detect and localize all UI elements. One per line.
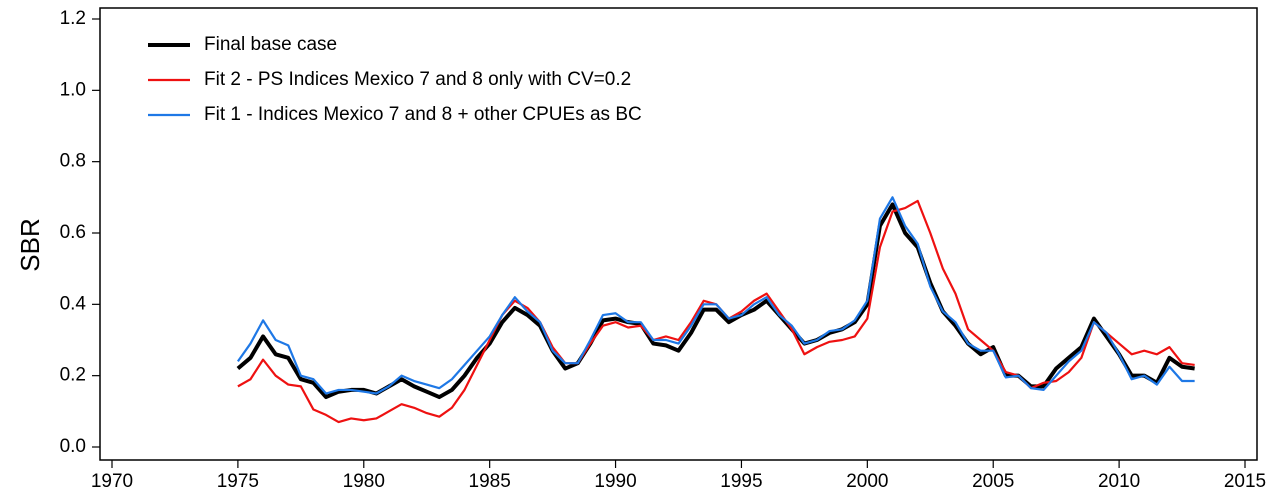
- x-tick-label: 1970: [91, 471, 133, 492]
- legend-label: Fit 1 - Indices Mexico 7 and 8 + other C…: [204, 104, 642, 125]
- series-line: [236, 202, 1195, 400]
- y-tick-label: 0.2: [60, 365, 86, 386]
- y-tick-label: 0.6: [60, 222, 86, 243]
- y-tick-label: 1.0: [60, 79, 86, 100]
- plot-frame: [99, 7, 1258, 461]
- x-tick-label: 1985: [469, 471, 511, 492]
- series-line: [236, 196, 1195, 395]
- x-tick-label: 1990: [594, 471, 636, 492]
- y-tick-label: 0.8: [60, 151, 86, 172]
- x-tick-label: 2000: [846, 471, 888, 492]
- legend-label: Fit 2 - PS Indices Mexico 7 and 8 only w…: [204, 69, 631, 90]
- x-tick-label: 2005: [972, 471, 1014, 492]
- x-tick-label: 2010: [1098, 471, 1140, 492]
- y-tick-label: 0.4: [60, 293, 87, 314]
- x-tick-label: 1975: [217, 471, 259, 492]
- x-tick-label: 1980: [343, 471, 385, 492]
- y-axis-label: SBR: [15, 218, 45, 271]
- legend-label: Final base case: [204, 34, 337, 55]
- y-tick-label: 1.2: [60, 8, 86, 29]
- y-tick-label: 0.0: [60, 436, 86, 457]
- x-tick-label: 2015: [1224, 471, 1266, 492]
- x-tick-label: 1995: [720, 471, 762, 492]
